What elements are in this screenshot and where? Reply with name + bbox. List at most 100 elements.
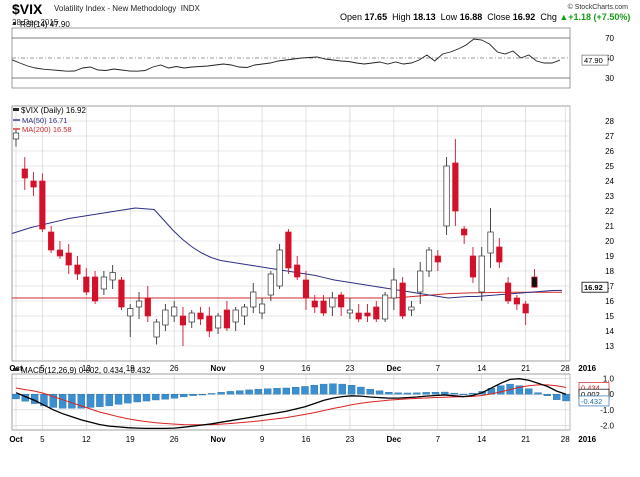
price-ytick-13: 13	[605, 342, 614, 351]
macd-hist-bar-37	[357, 386, 365, 395]
candle-body-20	[188, 312, 195, 323]
candle-body-47	[425, 249, 433, 272]
price-xlabel-6: 9	[260, 364, 265, 373]
candle-body-30	[276, 249, 283, 287]
macd-hist-bar-8	[86, 394, 95, 408]
macd-ytick-0: 1.0	[603, 375, 615, 384]
candle-body-2	[30, 180, 37, 188]
candle-body-8	[83, 276, 90, 293]
candle-body-44	[399, 282, 406, 317]
macd-hist-bar-19	[189, 394, 197, 396]
candle-body-52	[469, 255, 477, 278]
candle-body-49	[443, 165, 450, 227]
macd-hist-bar-28	[273, 388, 281, 395]
macd-hist-bar-3	[40, 394, 48, 407]
candle-body-40	[364, 312, 371, 317]
symbol-name: Volatility Index - New Methodology INDX	[54, 4, 200, 13]
candle-body-11	[109, 272, 116, 281]
macd-xlabel-8: 23	[345, 435, 354, 444]
macd-xlabel-1: 5	[40, 435, 45, 444]
macd-hist-bar-46	[441, 391, 449, 395]
macd-hist-bar-17	[170, 394, 179, 399]
macd-hist-bar-38	[366, 389, 374, 395]
macd-hist-bar-42	[403, 392, 412, 395]
rsi-last-value: 47.90	[584, 56, 603, 65]
macd-hist-bar-24	[236, 390, 244, 395]
macd-hist-bar-9	[96, 394, 104, 407]
macd-hist-bar-21	[208, 393, 216, 395]
price-ytick-28: 28	[605, 117, 614, 126]
candle-body-1	[21, 168, 28, 179]
macd-value-label-1: 0.002	[581, 390, 600, 399]
macd-hist-bar-36	[347, 385, 356, 395]
macd-value-label-0: 0.434	[581, 383, 600, 392]
rsi-last-value-box	[581, 54, 609, 66]
candle-body-32	[294, 264, 301, 278]
candle-body-17	[162, 309, 169, 326]
ma200-legend: MA(200) 16.58	[22, 125, 72, 134]
price-xlabel-7: 16	[302, 364, 311, 373]
price-legend-vix: $VIX (Daily) 16.92	[21, 106, 86, 115]
macd-hist-bar-40	[385, 392, 393, 395]
macd-xlabel-6: 9	[260, 435, 265, 444]
candle-body-39	[355, 312, 362, 320]
rsi-ytick-70: 70	[605, 34, 614, 43]
chart-date: 28-Dec-2015	[12, 18, 59, 27]
macd-xlabel-10: 7	[436, 435, 441, 444]
macd-hist-bar-25	[245, 389, 253, 395]
macd-hist-bar-33	[319, 383, 328, 395]
price-ytick-25: 25	[605, 162, 614, 171]
macd-hist-bar-15	[152, 394, 160, 401]
close-label: Close	[487, 12, 511, 22]
macd-hist-bar-44	[422, 392, 430, 395]
macd-hist-bar-34	[329, 383, 337, 395]
candle-body-9	[92, 276, 99, 302]
chg-label: Chg	[540, 12, 557, 22]
macd-hist-bar-4	[49, 394, 57, 408]
candle-body-23	[215, 315, 222, 329]
price-xlabel-11: 14	[477, 364, 486, 373]
macd-hist-bar-41	[394, 392, 402, 395]
macd-hist-bar-45	[431, 392, 440, 395]
price-xlabel-3: 19	[126, 364, 135, 373]
candle-body-53	[478, 255, 485, 293]
candle-body-25	[232, 309, 239, 323]
candle-body-21	[197, 312, 204, 320]
candle-body-6	[65, 252, 72, 266]
price-ytick-19: 19	[605, 252, 614, 261]
macd-xlabel-0: Oct	[9, 435, 23, 444]
candle-body-27	[250, 291, 257, 308]
low-label: Low	[440, 12, 458, 22]
macd-hist-bar-32	[310, 385, 318, 395]
rsi-legend-marker	[13, 22, 16, 25]
macd-hist-bar-11	[114, 394, 123, 405]
candle-body-37	[338, 294, 345, 308]
macd-hist-bar-5	[58, 394, 67, 409]
candle-body-51	[461, 228, 468, 236]
candle-body-3	[39, 180, 46, 230]
macd-xlabel-9: Dec	[387, 435, 402, 444]
candle-body-26	[241, 306, 248, 317]
macd-hist-bar-35	[338, 383, 346, 395]
macd-xlabel-12: 21	[521, 435, 530, 444]
candle-body-31	[285, 231, 292, 269]
candle-body-14	[135, 300, 143, 308]
candle-body-7	[74, 264, 81, 275]
candle-body-28	[258, 303, 266, 314]
macd-xlabel-7: 16	[302, 435, 311, 444]
macd-legend: MACD(12,26,9) 0.002, 0.434, -0.432	[21, 366, 151, 375]
macd-hist-bar-31	[301, 386, 309, 395]
high-label: High	[392, 12, 411, 22]
close-value: 16.92	[512, 12, 536, 22]
candle-body-13	[127, 308, 134, 317]
price-xlabel-13: 28	[561, 364, 570, 373]
price-xlabel-12: 21	[521, 364, 530, 373]
candle-body-43	[390, 279, 397, 299]
candle-body-38	[346, 309, 353, 314]
price-xlabel-1: 5	[40, 364, 45, 373]
candle-body-45	[408, 306, 415, 311]
macd-ytick-3: -2.0	[600, 421, 614, 430]
macd-hist-bar-6	[68, 394, 76, 409]
macd-hist-bar-13	[133, 394, 141, 403]
